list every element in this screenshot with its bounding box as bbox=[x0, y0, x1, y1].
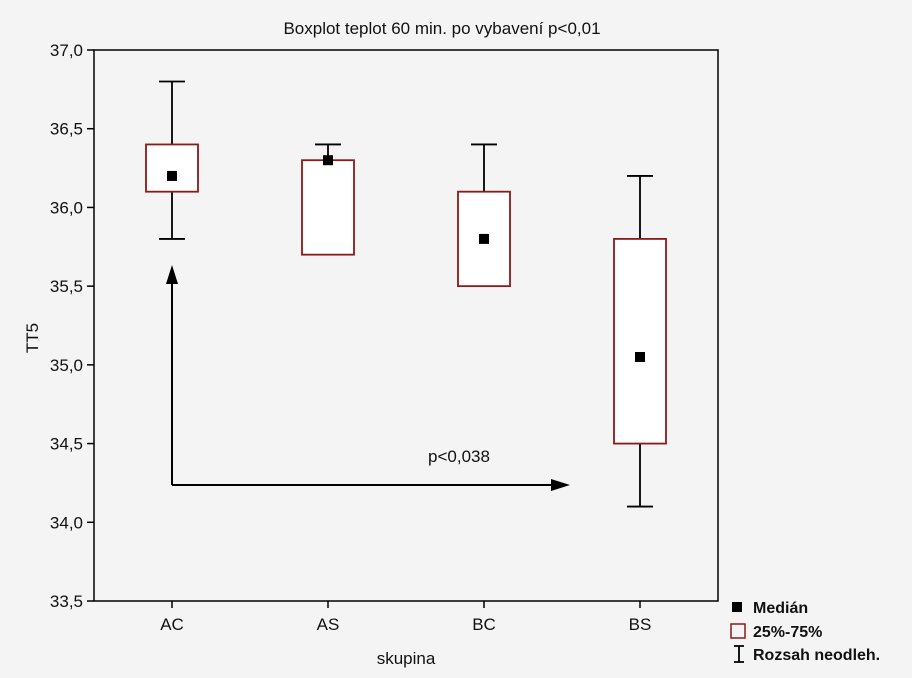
y-axis-label: TT5 bbox=[23, 323, 42, 353]
significance-annotation: p<0,038 bbox=[166, 265, 570, 491]
y-tick-label: 36,5 bbox=[50, 120, 83, 139]
legend-median-symbol bbox=[732, 602, 742, 612]
iqr-box bbox=[613, 238, 667, 445]
y-tick-label: 36,0 bbox=[50, 198, 83, 217]
x-tick-label: AC bbox=[160, 615, 184, 634]
annotation-up-arrowhead bbox=[166, 265, 178, 284]
iqr-box bbox=[145, 143, 199, 193]
iqr-box bbox=[301, 159, 355, 256]
box-as bbox=[301, 143, 355, 256]
x-tick-label: BC bbox=[472, 615, 496, 634]
legend: Medián 25%-75% Rozsah neodleh. bbox=[730, 600, 880, 664]
box-bc bbox=[457, 143, 511, 288]
y-tick-label: 34,5 bbox=[50, 435, 83, 454]
y-axis: 37,0 36,5 36,0 35,5 35,0 34,5 34,0 33,5 bbox=[50, 41, 94, 611]
box-ac bbox=[145, 80, 199, 240]
median-marker bbox=[635, 351, 645, 362]
y-tick-label: 33,5 bbox=[50, 592, 83, 611]
y-tick-label: 35,0 bbox=[50, 356, 83, 375]
boxes bbox=[145, 80, 667, 508]
x-axis-label: skupina bbox=[377, 649, 436, 668]
chart-title: Boxplot teplot 60 min. po vybavení p<0,0… bbox=[283, 19, 600, 38]
y-tick-label: 35,5 bbox=[50, 277, 83, 296]
x-tick-label: AS bbox=[317, 615, 340, 634]
y-tick-label: 37,0 bbox=[50, 41, 83, 60]
box-bs bbox=[613, 175, 667, 508]
median-marker bbox=[323, 155, 333, 166]
x-axis: AC AS BC BS bbox=[160, 601, 651, 634]
annotation-p-value: p<0,038 bbox=[428, 447, 490, 466]
legend-box-symbol bbox=[730, 623, 746, 639]
y-tick-label: 34,0 bbox=[50, 513, 83, 532]
legend-median-label: Medián bbox=[753, 600, 808, 617]
legend-whisker-label: Rozsah neodleh. bbox=[753, 647, 880, 664]
median-marker bbox=[479, 233, 489, 244]
legend-whisker-symbol bbox=[734, 645, 744, 663]
median-marker bbox=[167, 170, 177, 181]
annotation-right-arrowhead bbox=[551, 479, 570, 491]
legend-box-label: 25%-75% bbox=[753, 624, 822, 641]
plot-frame bbox=[93, 49, 719, 602]
x-tick-label: BS bbox=[629, 615, 652, 634]
